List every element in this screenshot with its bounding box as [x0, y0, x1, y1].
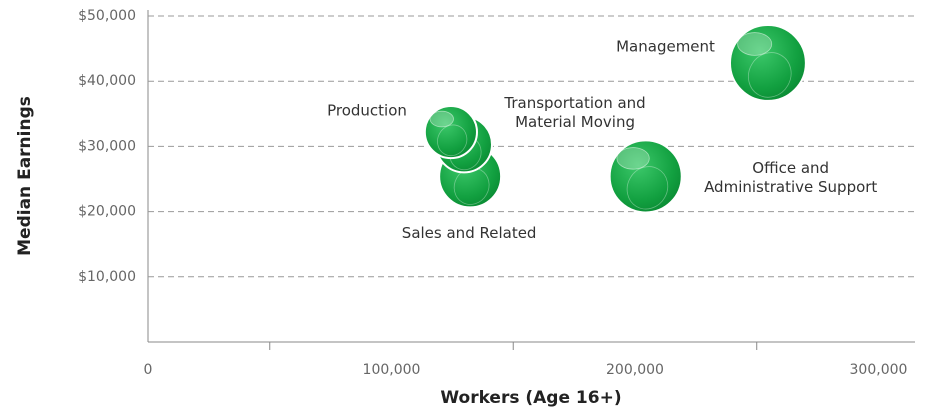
bubble-body	[423, 104, 478, 160]
y-tick-label: $30,000	[78, 138, 136, 154]
bubble-label: Production	[327, 102, 407, 120]
y-axis-title: Median Earnings	[15, 96, 35, 256]
bubble-gloss	[737, 32, 773, 56]
bubble-gloss	[429, 110, 454, 128]
x-tick-label: 300,000	[850, 362, 908, 378]
bubble-label: Administrative Support	[704, 178, 877, 196]
bubble	[423, 104, 478, 160]
bubble-gloss	[747, 52, 792, 98]
bubble-body	[728, 23, 807, 102]
x-tick-label: 100,000	[363, 362, 421, 378]
y-tick-label: $10,000	[78, 269, 136, 285]
bubble-label: Material Moving	[515, 113, 635, 131]
bubble	[608, 139, 683, 214]
bubble-gloss	[616, 147, 650, 170]
y-tick-label: $50,000	[78, 8, 136, 24]
x-tick-label: 0	[144, 362, 153, 378]
bubble-body	[608, 139, 683, 214]
x-tick-label: 200,000	[606, 362, 664, 378]
bubble-label: Sales and Related	[402, 224, 537, 242]
bubble-gloss	[626, 166, 669, 210]
bubble-label: Management	[616, 37, 715, 55]
bubble-label: Transportation and	[503, 94, 645, 112]
x-axis-title: Workers (Age 16+)	[440, 388, 621, 408]
bubble-gloss	[453, 167, 490, 205]
y-tick-label: $20,000	[78, 204, 136, 220]
bubble-label: Office and	[752, 159, 829, 177]
y-tick-label: $40,000	[78, 73, 136, 89]
bubble-gloss	[437, 124, 468, 157]
bubble	[728, 23, 807, 102]
